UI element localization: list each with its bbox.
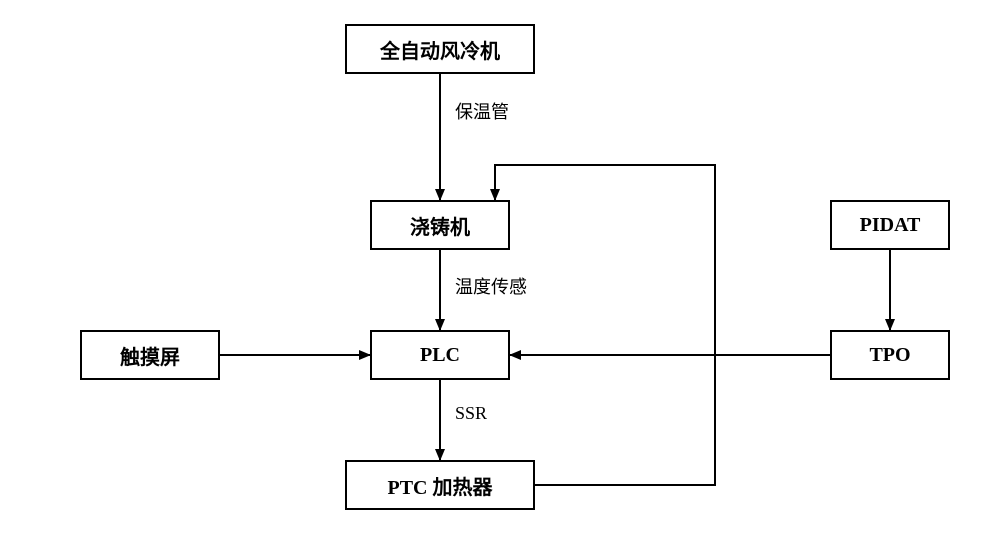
node-plc: PLC xyxy=(370,330,510,380)
node-touchscreen: 触摸屏 xyxy=(80,330,220,380)
diagram-canvas: 全自动风冷机 浇铸机 触摸屏 PLC PIDAT TPO PTC 加热器 保温管… xyxy=(0,0,1000,539)
node-touchscreen-label: 触摸屏 xyxy=(120,341,180,370)
arrows-layer xyxy=(0,0,1000,539)
node-ptc-heater-label: PTC 加热器 xyxy=(388,471,493,500)
node-tpo-label: TPO xyxy=(869,344,910,367)
edge-label-ssr: SSR xyxy=(455,403,487,424)
node-ptc-heater: PTC 加热器 xyxy=(345,460,535,510)
node-plc-label: PLC xyxy=(420,344,460,367)
edge-ptc-to-caster xyxy=(495,165,715,485)
edge-label-insulated-pipe: 保温管 xyxy=(455,98,509,124)
node-pidat-label: PIDAT xyxy=(860,214,921,237)
node-tpo: TPO xyxy=(830,330,950,380)
node-air-cooler: 全自动风冷机 xyxy=(345,24,535,74)
node-caster-label: 浇铸机 xyxy=(410,211,470,240)
node-pidat: PIDAT xyxy=(830,200,950,250)
node-caster: 浇铸机 xyxy=(370,200,510,250)
edge-label-temp-sensor: 温度传感 xyxy=(455,273,527,299)
node-air-cooler-label: 全自动风冷机 xyxy=(380,35,500,64)
